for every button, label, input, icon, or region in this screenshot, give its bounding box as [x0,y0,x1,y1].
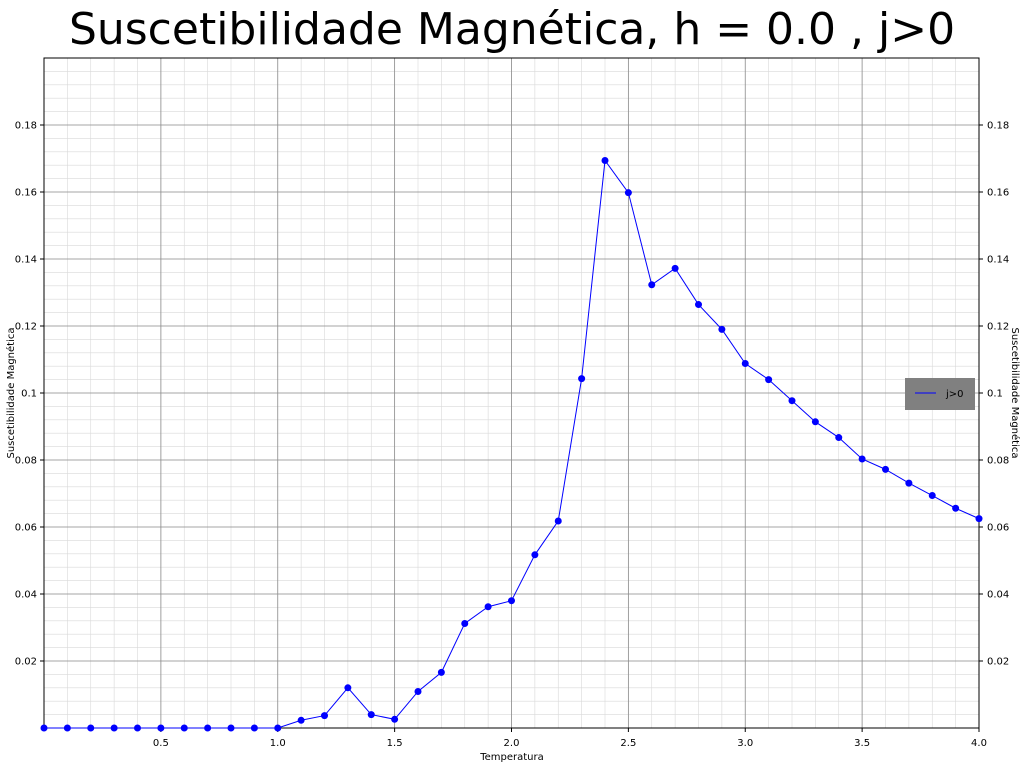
y-tick-label-right: 0.06 [987,523,1009,534]
y-tick-label-right: 0.08 [987,456,1009,467]
legend-box [905,378,975,410]
data-point [367,711,375,719]
y-axis-label-left: Suscetibilidade Magnética [5,327,17,458]
data-point [695,301,702,309]
data-point [461,619,469,627]
y-axis-label-right: Suscetibilidade Magnética [1009,327,1021,458]
y-tick-label-left: 0.12 [15,322,37,333]
chart-title: Suscetibilidade Magnética, h = 0.0 , j>0 [68,4,956,55]
data-point [40,724,48,732]
data-point [624,189,632,197]
data-point [250,724,258,732]
data-point [835,434,843,442]
data-point [344,684,352,692]
data-point [157,724,165,732]
legend: j>0 [905,378,975,410]
data-point [718,325,726,333]
data-point [508,597,515,605]
y-tick-label-left: 0.02 [15,657,37,668]
legend-label-j0: j>0 [945,389,964,400]
y-axis-right: 0.02 0.04 0.06 0.08 0.1 0.12 0.14 0.16 0.18 [979,121,1009,668]
y-tick-label-left: 0.04 [15,590,37,601]
data-point [601,157,609,165]
data-point [765,376,773,384]
x-tick-label: 4.0 [971,738,987,749]
data-point [297,716,305,724]
x-tick-label: 0.5 [153,738,169,749]
x-tick-label: 3.0 [737,738,753,749]
data-point [134,724,141,732]
y-axis-left: 0.02 0.04 0.06 0.08 0.1 0.12 0.14 0.16 0.18 [15,121,44,668]
x-tick-label: 3.5 [854,738,870,749]
data-point [811,418,819,426]
data-point [414,687,422,695]
data-point [905,479,913,487]
data-point [578,375,586,383]
y-tick-label-left: 0.08 [15,456,37,467]
data-point [204,724,212,732]
y-tick-label-left: 0.06 [15,523,37,534]
data-point [484,603,492,611]
data-point [180,724,188,732]
data-point [110,724,118,732]
data-point [321,712,328,720]
y-tick-label-left: 0.18 [15,121,37,132]
data-point [882,465,889,473]
x-tick-label: 1.5 [387,738,403,749]
data-point [671,264,679,272]
y-tick-label-left: 0.16 [15,188,37,199]
data-point [858,455,866,463]
y-tick-label-right: 0.02 [987,657,1009,668]
data-point [554,517,562,525]
data-point [391,715,399,723]
series-layer [40,157,983,732]
data-point [788,397,796,405]
x-tick-label: 1.0 [270,738,286,749]
y-tick-label-right: 0.1 [987,389,1003,400]
x-tick-label: 2.0 [504,738,520,749]
data-point [975,515,983,523]
y-tick-label-right: 0.16 [987,188,1009,199]
data-point [274,724,282,732]
x-tick-label: 2.5 [620,738,636,749]
data-point [531,551,539,559]
data-point [87,724,95,732]
data-point [648,281,656,289]
y-tick-label-right: 0.18 [987,121,1009,132]
data-point [63,724,71,732]
data-point [952,504,960,512]
x-axis: 0.5 1.0 1.5 2.0 2.5 3.0 3.5 4.0 [153,728,987,749]
data-point [227,724,235,732]
data-point [741,360,749,368]
x-axis-label: Temperatura [479,752,544,763]
data-point [437,668,445,676]
y-tick-label-left: 0.14 [15,255,37,266]
y-tick-label-right: 0.04 [987,590,1009,601]
y-tick-label-left: 0.1 [21,389,37,400]
data-point [928,492,936,500]
y-tick-label-right: 0.12 [987,322,1009,333]
y-tick-label-right: 0.14 [987,255,1009,266]
